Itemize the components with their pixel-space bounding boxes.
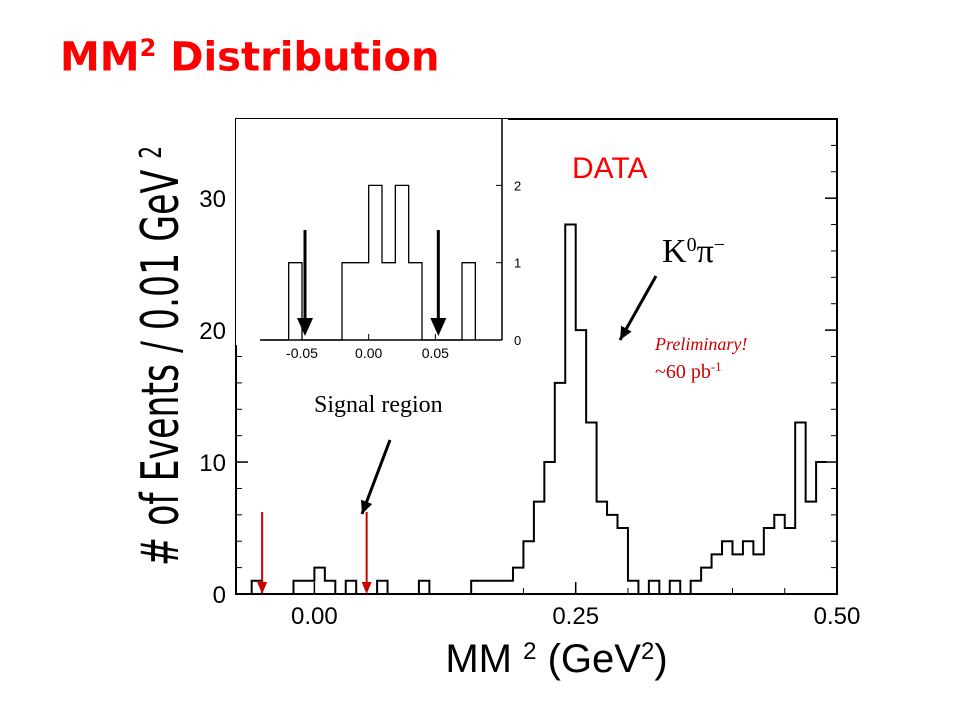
peak-arrow-head	[620, 325, 632, 340]
peak-label-pi: π	[697, 233, 714, 270]
x-axis-label-close: )	[654, 637, 667, 681]
histogram-series	[241, 223, 827, 595]
x-tick-label: 0.25	[552, 603, 599, 630]
signal-region-arrow-head	[360, 499, 373, 514]
y-tick-label: 10	[199, 450, 226, 477]
data-label: DATA	[572, 152, 648, 185]
inset-bound-arrowhead	[297, 318, 313, 336]
signal-bound-arrowhead	[257, 582, 268, 594]
x-axis-label: MM 2 (GeV2)	[445, 637, 667, 681]
y-axis-label-sup: 2	[134, 146, 169, 159]
y-tick-label: 30	[199, 186, 226, 213]
y-tick-label: 20	[199, 318, 226, 345]
x-axis-label-unit-sup: 2	[641, 638, 654, 665]
inset-bound-arrowhead	[430, 318, 447, 336]
inset-x-tick-label: 0.00	[355, 345, 382, 361]
signal-region-arrow	[360, 439, 392, 515]
signal-region-label: Signal region	[314, 392, 443, 418]
inset-y-tick-label: 0	[514, 333, 521, 348]
peak-label-k-sup: 0	[687, 234, 697, 256]
y-axis-label-text: # of Events / 0.01 GeV	[131, 159, 191, 566]
luminosity-sup: -1	[711, 359, 722, 374]
inset-y-tick-label: 1	[514, 256, 521, 271]
luminosity-value: ~60 pb	[655, 361, 711, 383]
x-axis-label-unit: (GeV	[536, 637, 641, 681]
signal-bound-arrowhead	[361, 582, 372, 594]
peak-label: K0π−	[662, 233, 725, 270]
preliminary-label: Preliminary!	[654, 334, 747, 354]
inset-background	[236, 119, 508, 345]
inset-y-tick-label: 2	[514, 178, 521, 193]
peak-label-k: K	[662, 233, 687, 270]
inset-chart: 0 1 2 -0.05 0.00 0.05	[236, 119, 521, 361]
inset-x-tick-label: -0.05	[286, 345, 318, 361]
y-axis-label: # of Events / 0.01 GeV 2	[131, 146, 191, 566]
x-tick-label: 0.00	[291, 603, 338, 630]
inset-x-tick-label: 0.05	[422, 345, 449, 361]
luminosity-label: ~60 pb-1	[655, 359, 722, 384]
inset-histogram-series	[262, 184, 476, 341]
x-axis-label-mm: MM	[445, 637, 523, 681]
peak-label-pi-sup: −	[714, 234, 725, 256]
page-title: MM2 Distribution	[60, 34, 440, 81]
y-tick-label: 0	[213, 582, 226, 609]
x-axis-label-sup: 2	[523, 638, 536, 665]
x-tick-label: 0.50	[814, 603, 861, 630]
